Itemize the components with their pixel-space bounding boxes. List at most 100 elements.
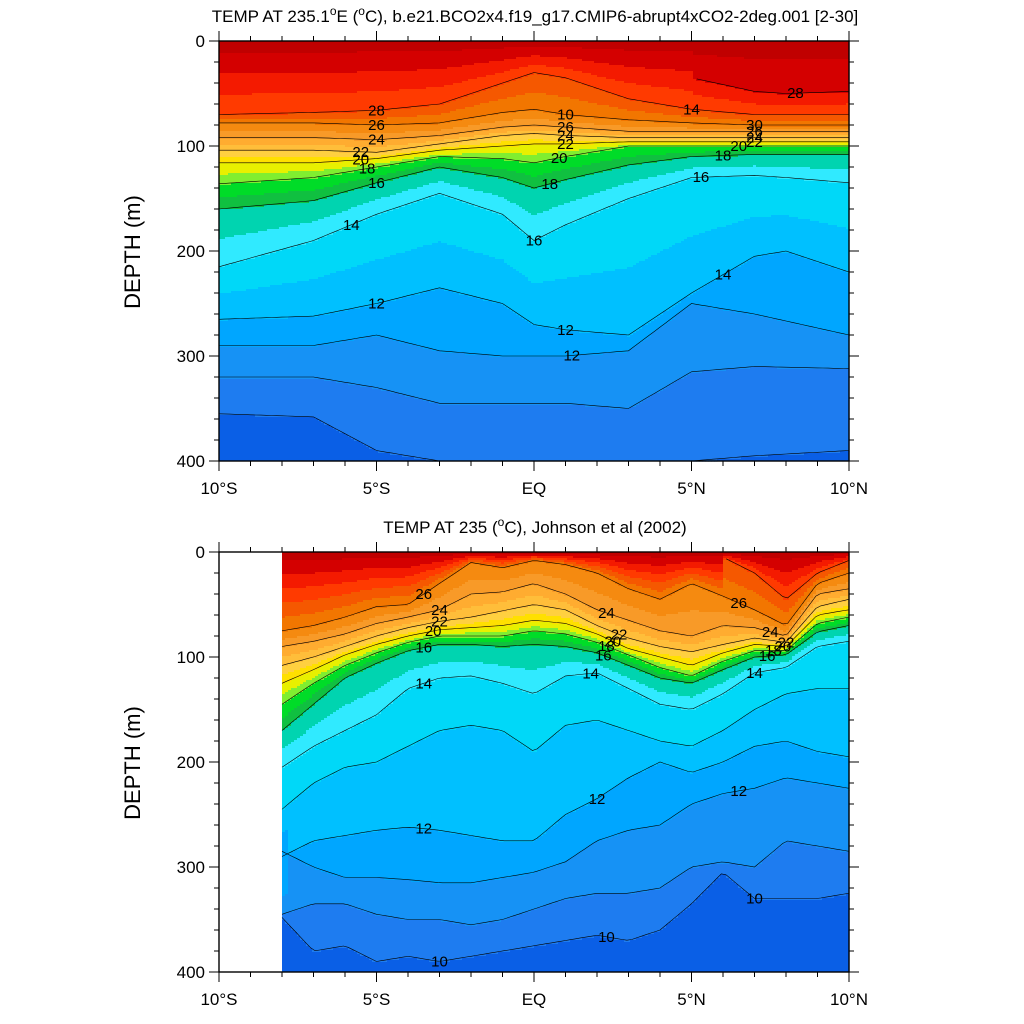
contour-band [468, 173, 472, 190]
contour-band [279, 379, 283, 418]
contour-band [405, 169, 409, 178]
contour-band [441, 51, 445, 70]
contour-band [333, 93, 337, 114]
contour-band [339, 53, 343, 74]
contour-band [291, 157, 295, 164]
contour-band [300, 41, 304, 54]
contour-band [384, 51, 388, 72]
contour-band [399, 117, 403, 126]
contour-band [282, 193, 286, 206]
contour-band [426, 401, 430, 462]
contour-band [234, 73, 238, 96]
contour-band [270, 229, 274, 254]
contour-band [276, 73, 280, 94]
contour-band [459, 187, 463, 202]
contour-band [303, 119, 307, 124]
contour-band [465, 159, 469, 166]
contour-band [369, 133, 373, 142]
contour-band [357, 441, 361, 461]
contour-band [420, 89, 424, 108]
contour-band [219, 131, 223, 140]
contour-band [399, 299, 403, 344]
contour-band [294, 145, 298, 152]
contour-band [393, 455, 397, 461]
contour-band [225, 197, 229, 210]
contour-band [375, 183, 379, 200]
contour-band [348, 53, 352, 74]
contour-band [453, 199, 457, 246]
contour-band [282, 163, 286, 174]
contour-band [222, 53, 226, 74]
contour-band [219, 95, 223, 116]
contour-band [414, 41, 418, 52]
contour-band [387, 197, 391, 212]
contour-band [468, 165, 472, 174]
contour-band [324, 315, 328, 346]
contour-band [336, 343, 340, 384]
contour-band [258, 73, 262, 94]
contour-band [252, 195, 256, 208]
contour-band [354, 167, 358, 172]
contour-band [417, 157, 421, 162]
contour-band [252, 233, 256, 260]
contour-band [327, 169, 331, 178]
contour-band [399, 253, 403, 300]
contour-band [438, 195, 442, 242]
contour-band [489, 89, 493, 102]
contour-band [423, 107, 427, 116]
contour-band [318, 139, 322, 146]
contour-band [408, 139, 412, 144]
contour-band [249, 145, 253, 152]
contour-band [321, 73, 325, 94]
contour-band [225, 139, 229, 146]
contour-band [219, 293, 223, 322]
contour-band [429, 349, 433, 404]
contour-band [330, 157, 334, 164]
contour-band [297, 151, 301, 158]
contour-band [255, 379, 259, 418]
contour-band [267, 193, 271, 206]
contour-band [414, 139, 418, 144]
contour-band [480, 91, 484, 104]
contour-band [453, 51, 457, 68]
contour-band [372, 177, 376, 186]
contour-band [462, 159, 466, 166]
contour-band [321, 119, 325, 126]
contour-band [300, 53, 304, 74]
contour-band [288, 113, 292, 120]
contour-band [321, 199, 325, 220]
contour-band [417, 107, 421, 116]
contour-band [414, 155, 418, 158]
contour-band [438, 115, 442, 124]
contour-band [453, 111, 457, 122]
contour-band [420, 115, 424, 126]
contour-band [435, 125, 439, 132]
contour-band [330, 151, 334, 158]
contour-band [477, 207, 481, 254]
contour-band [336, 271, 340, 314]
contour-band [240, 131, 244, 140]
contour-band [369, 201, 373, 218]
contour-band [408, 175, 412, 190]
contour-band [393, 195, 397, 210]
contour-band [303, 151, 307, 158]
contour-band [363, 147, 367, 154]
contour-band [372, 141, 376, 148]
contour-band [384, 111, 388, 120]
contour-band [447, 129, 451, 136]
contour-band [411, 71, 415, 90]
contour-band [222, 131, 226, 140]
contour-band [339, 231, 343, 272]
contour-band [342, 173, 346, 184]
contour-band [282, 53, 286, 74]
contour-band [486, 301, 490, 356]
contour-band [378, 119, 382, 126]
contour-band [285, 203, 289, 228]
contour-band [447, 405, 451, 461]
contour-band [408, 345, 412, 398]
contour-band [378, 91, 382, 112]
contour-band [477, 153, 481, 160]
contour-band [276, 119, 280, 124]
contour-band [378, 111, 382, 120]
contour-band [480, 117, 484, 124]
